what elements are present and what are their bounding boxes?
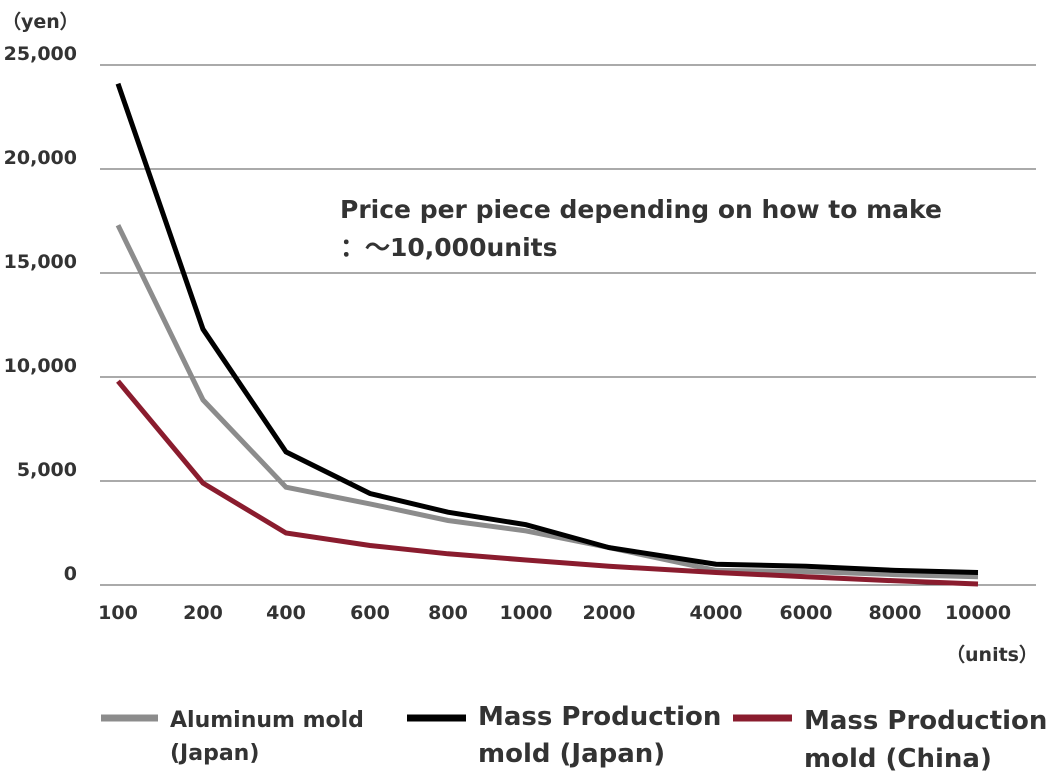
chart-title-line-1: Price per piece depending on how to make [340,195,942,224]
legend-item-aluminum-japan: Aluminum mold (Japan) [101,708,364,766]
y-axis-unit-label: （yen） [2,10,79,33]
y-tick-label-25000: 25,000 [4,43,77,65]
grid-layer [100,64,1036,586]
x-tick-label-4000: 4000 [690,602,743,624]
x-tick-label-10000: 10000 [945,602,1011,624]
legend-label-aluminum-line-1: Aluminum mold [170,708,364,733]
legend-item-mass-china: Mass Production mold (China) [733,706,1047,774]
legend-label-mass-china-line-2: mold (China) [804,744,992,774]
legend-label-aluminum-line-2: (Japan) [170,741,259,766]
y-tick-label-5000: 5,000 [17,459,77,481]
series-lines [115,82,979,587]
legend-label-mass-japan-line-2: mold (Japan) [478,739,665,769]
x-tick-label-200: 200 [183,602,223,624]
series-line-mass-production-china [116,379,979,587]
x-axis-unit-label: （units） [946,643,1038,666]
y-tick-labels: 0 5,000 10,000 15,000 20,000 25,000 [4,43,77,585]
x-tick-label-2000: 2000 [583,602,636,624]
chart-title-line-2: ：～10,000units [340,233,557,262]
y-tick-label-20000: 20,000 [4,147,77,169]
y-tick-label-10000: 10,000 [4,355,77,377]
legend-item-mass-japan: Mass Production mold (Japan) [407,702,721,769]
legend-label-mass-japan-line-1: Mass Production [478,702,721,732]
x-tick-label-6000: 6000 [780,602,833,624]
x-tick-label-8000: 8000 [869,602,922,624]
x-tick-label-1000: 1000 [500,602,553,624]
series-line-mass-production-japan [115,82,979,575]
y-tick-label-15000: 15,000 [4,251,77,273]
legend-label-mass-china-line-1: Mass Production [804,706,1047,736]
x-tick-label-100: 100 [98,602,138,624]
legend: Aluminum mold (Japan) Mass Production mo… [101,702,1047,774]
x-tick-label-400: 400 [266,602,306,624]
x-tick-label-800: 800 [428,602,468,624]
x-tick-labels: 100 200 400 600 800 1000 2000 4000 6000 8000 10000 [98,602,1011,624]
series-line-aluminum-japan [115,224,979,580]
y-tick-label-0: 0 [64,563,77,585]
x-tick-label-600: 600 [350,602,390,624]
